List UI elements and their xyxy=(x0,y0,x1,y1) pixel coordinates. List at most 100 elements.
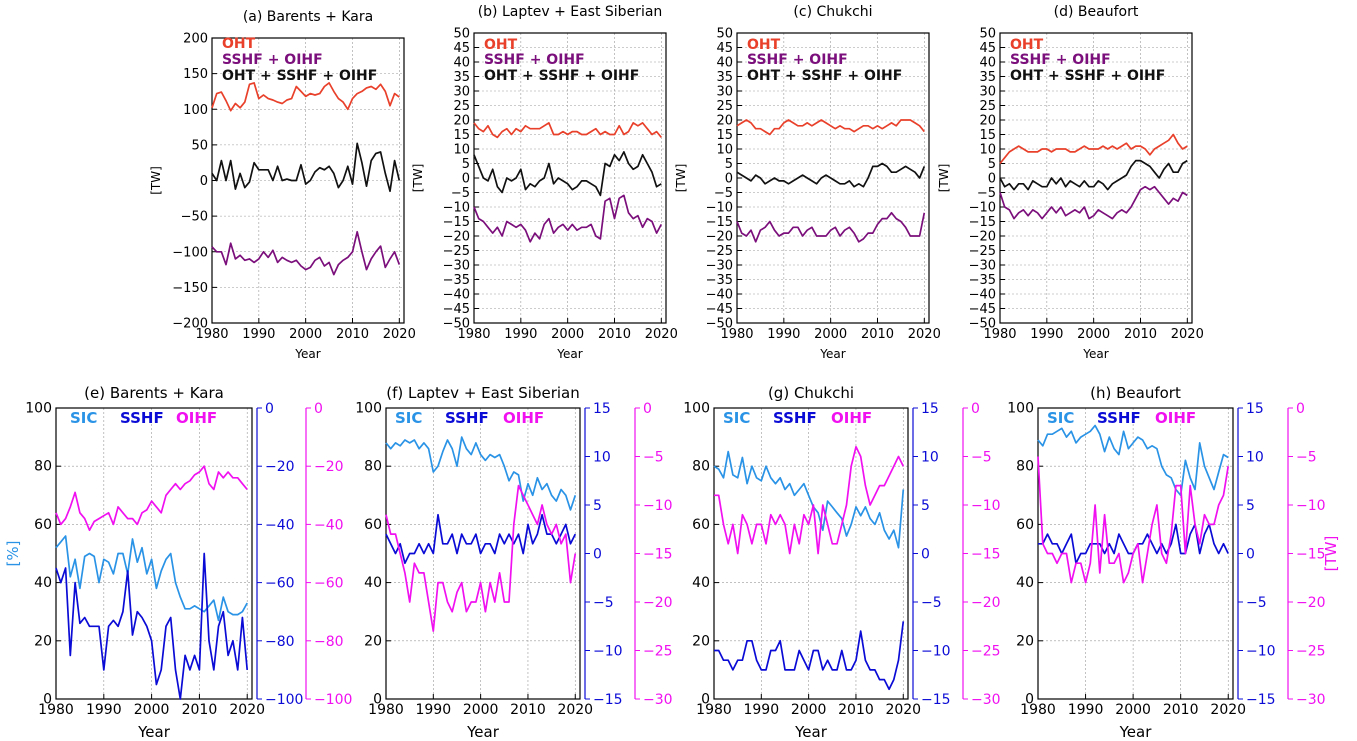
right-tick-label-oihf: −10 xyxy=(1296,498,1326,514)
series-group xyxy=(211,82,401,276)
right-tick-label-sshf: −60 xyxy=(265,576,295,592)
series-line-oht xyxy=(999,133,1188,165)
right-axis-label: [TW] xyxy=(1322,536,1340,572)
y-tick-label: −25 xyxy=(443,244,470,259)
x-tick-label: 2010 xyxy=(1163,702,1199,718)
y-tick-label: −25 xyxy=(969,244,996,259)
series-group xyxy=(473,122,663,243)
y-tick-label: 50 xyxy=(453,27,470,42)
legend-label: SSHF xyxy=(120,409,164,427)
right-tick-label-sshf: −5 xyxy=(921,595,942,611)
x-tick-label: 1990 xyxy=(767,327,800,342)
panel-title: (h) Beaufort xyxy=(1090,384,1181,402)
x-tick-label: 1990 xyxy=(1068,702,1104,718)
legend-label: SSHF xyxy=(773,409,817,427)
right-tick-label-sshf: −20 xyxy=(265,459,295,475)
series-line-oht xyxy=(473,122,662,139)
right-tick-label-sshf: −15 xyxy=(1246,692,1276,708)
x-tick-label: 1990 xyxy=(1030,327,1063,342)
x-tick-label: 2020 xyxy=(1210,702,1246,718)
x-tick-label: 2000 xyxy=(814,327,847,342)
x-tick-label: 2000 xyxy=(289,327,322,342)
y-tick-label: 50 xyxy=(979,27,996,42)
legend-label: OHT + SSHF + OIHF xyxy=(1010,68,1165,84)
right-tick-label-oihf: −30 xyxy=(971,692,1001,708)
plot-frame xyxy=(385,407,581,700)
y-tick-label: −5 xyxy=(977,186,996,201)
x-axis-label: Year xyxy=(294,347,320,361)
x-axis-label: Year xyxy=(466,723,500,741)
y-tick-label: 30 xyxy=(453,85,470,100)
x-tick-label: 2000 xyxy=(1077,327,1110,342)
right-tick-label-oihf: −10 xyxy=(971,498,1001,514)
right-tick-label-sshf: −40 xyxy=(265,517,295,533)
series-group xyxy=(1037,424,1230,584)
y-tick-label: −30 xyxy=(443,259,470,274)
y-tick-label: 20 xyxy=(979,114,996,129)
series-line-oht xyxy=(736,119,925,136)
panel-e: 1980 1990 2000 2010 2020 Year 0 20 40 60 80 100 [%] (… xyxy=(4,384,352,741)
x-axis-label: Year xyxy=(137,723,171,741)
y-tick-label: −30 xyxy=(969,259,996,274)
x-axis-label: Year xyxy=(794,723,828,741)
panel-h: 1980 1990 2000 2010 2020Year020406080100(h) … xyxy=(1007,384,1340,741)
legend-label: OHT xyxy=(222,36,256,52)
right-tick-label-oihf: −20 xyxy=(1296,595,1326,611)
x-tick-label: 2010 xyxy=(838,702,874,718)
right-tick-label-oihf: −5 xyxy=(643,450,664,466)
plot-frame xyxy=(713,407,909,700)
y-tick-label: 15 xyxy=(453,128,470,143)
right-tick-label-sshf: 15 xyxy=(1246,401,1264,417)
right-tick-label-oihf: 0 xyxy=(971,401,980,417)
y-tick-label: 40 xyxy=(1016,575,1034,591)
plot-frame xyxy=(1037,407,1234,700)
series-line-sshf xyxy=(385,513,577,565)
right-tick-label-sshf: 0 xyxy=(1246,547,1255,563)
legend-label: OIHF xyxy=(1155,409,1196,427)
right-tick-label-oihf: −25 xyxy=(971,644,1001,660)
y-tick-label: 40 xyxy=(453,56,470,71)
y-tick-label: 20 xyxy=(34,633,52,649)
y-tick-label: 80 xyxy=(364,459,382,475)
y-tick-label: 0 xyxy=(43,692,52,708)
y-tick-label: 10 xyxy=(453,143,470,158)
y-tick-label: 40 xyxy=(716,56,733,71)
legend-label: OIHF xyxy=(176,409,217,427)
y-tick-label: −35 xyxy=(706,273,733,288)
y-tick-label: −35 xyxy=(969,273,996,288)
legend-label: SSHF xyxy=(1097,409,1141,427)
right-tick-label-oihf: −5 xyxy=(1296,450,1317,466)
x-tick-label: 1990 xyxy=(743,702,779,718)
right-tick-label-sshf: 5 xyxy=(1246,498,1255,514)
x-tick-label: 1980 xyxy=(368,702,404,718)
y-axis-label: [%] xyxy=(4,541,22,567)
right-tick-label-sshf: 10 xyxy=(1246,450,1264,466)
y-tick-label: 20 xyxy=(1016,633,1034,649)
right-tick-label-sshf: 5 xyxy=(921,498,930,514)
y-tick-label: 15 xyxy=(716,128,733,143)
right-axis-oihf: −30 −25 −20 −15 −10 −5 0 xyxy=(634,401,673,708)
y-tick-label: 5 xyxy=(988,157,996,172)
x-tick-label: 1990 xyxy=(504,327,537,342)
y-tick-label: 80 xyxy=(1016,459,1034,475)
right-tick-label-sshf: −80 xyxy=(265,634,295,650)
right-tick-label-oihf: −60 xyxy=(314,576,344,592)
x-tick-label: 1990 xyxy=(415,702,451,718)
right-axis-oihf: −30 −25 −20 −15 −10 −5 0 xyxy=(1287,401,1326,708)
y-tick-label: 100 xyxy=(183,103,208,118)
series-line-sshf-oihf xyxy=(999,185,1188,220)
y-tick-label: −20 xyxy=(969,230,996,245)
right-tick-label-sshf: −5 xyxy=(593,595,614,611)
legend-label: OIHF xyxy=(831,409,872,427)
y-tick-label: −45 xyxy=(706,302,733,317)
y-tick-label: −150 xyxy=(172,281,208,296)
series-line-oihf xyxy=(1037,456,1230,584)
y-tick-label: 80 xyxy=(692,459,710,475)
y-tick-label: 35 xyxy=(979,70,996,85)
y-tick-label: 40 xyxy=(34,575,52,591)
right-tick-label-oihf: −20 xyxy=(314,459,344,475)
y-axis-label: [TW] xyxy=(937,164,951,193)
series-line-oihf xyxy=(55,465,248,532)
y-tick-label: 100 xyxy=(355,401,382,417)
legend-label: SIC xyxy=(723,409,750,427)
